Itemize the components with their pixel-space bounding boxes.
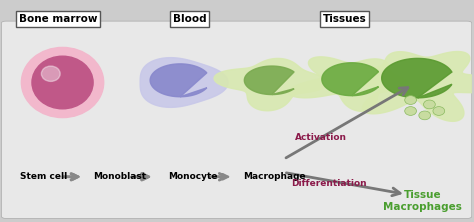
FancyBboxPatch shape xyxy=(1,21,472,218)
Polygon shape xyxy=(289,57,409,111)
Ellipse shape xyxy=(424,100,435,109)
Polygon shape xyxy=(140,58,228,107)
Text: Macrophage: Macrophage xyxy=(244,172,306,181)
Polygon shape xyxy=(322,63,379,96)
Text: Monocyte: Monocyte xyxy=(168,172,218,181)
Text: Differentiation: Differentiation xyxy=(291,179,366,188)
Polygon shape xyxy=(347,52,474,121)
Ellipse shape xyxy=(405,96,417,104)
Ellipse shape xyxy=(419,111,430,120)
Text: Monoblast: Monoblast xyxy=(93,172,146,181)
Text: Bone marrow: Bone marrow xyxy=(18,14,97,24)
Ellipse shape xyxy=(41,66,60,81)
Text: Activation: Activation xyxy=(295,133,347,142)
Text: Stem cell: Stem cell xyxy=(20,172,67,181)
Polygon shape xyxy=(214,58,327,111)
Ellipse shape xyxy=(21,48,104,118)
Polygon shape xyxy=(150,64,207,97)
Ellipse shape xyxy=(433,107,445,115)
Ellipse shape xyxy=(405,107,417,115)
Text: Tissues: Tissues xyxy=(323,14,366,24)
Polygon shape xyxy=(382,58,452,98)
Polygon shape xyxy=(244,66,294,95)
Text: Tissue
Macrophages: Tissue Macrophages xyxy=(383,190,462,212)
Text: Blood: Blood xyxy=(173,14,206,24)
Ellipse shape xyxy=(32,56,93,109)
